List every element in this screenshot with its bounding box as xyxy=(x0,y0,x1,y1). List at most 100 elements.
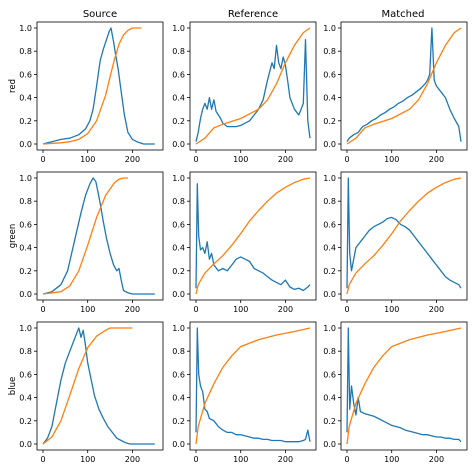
cdf-line xyxy=(195,27,311,145)
x-tick-label: 100 xyxy=(233,155,248,164)
cdf-line xyxy=(346,177,462,295)
y-tick-label: 0.6 xyxy=(172,220,185,229)
histogram-line xyxy=(195,183,311,292)
row-label-0: red xyxy=(8,79,18,93)
y-tick-label: 0.0 xyxy=(323,290,336,299)
axes-frame xyxy=(340,321,468,451)
cdf-line xyxy=(195,327,311,445)
axes-frame xyxy=(36,321,164,451)
y-tick-label: 0.0 xyxy=(172,140,185,149)
x-tick-label: 200 xyxy=(125,155,140,164)
x-tick-label: 0 xyxy=(344,155,349,164)
x-tick-label: 200 xyxy=(429,455,444,464)
col-title-2: Matched xyxy=(381,9,424,20)
x-tick-label: 200 xyxy=(429,305,444,314)
cdf-line xyxy=(346,27,462,145)
y-tick-label: 0.6 xyxy=(19,370,32,379)
y-tick-label: 0.0 xyxy=(19,140,32,149)
panel-red-matched: 0 100 200 0.0 0.2 0.4 0.6 0.8 1.0 xyxy=(323,21,468,164)
panels: 0 100 200 0.0 0.2 0.4 0.6 0.8 1.0 0 100 200 0.0 0.2 0.… xyxy=(19,21,468,464)
axes-frame xyxy=(189,321,317,451)
x-tick-label: 100 xyxy=(384,305,399,314)
y-tick-label: 0.4 xyxy=(19,394,32,403)
y-tick-label: 0.2 xyxy=(19,117,32,126)
x-tick-label: 100 xyxy=(80,155,95,164)
axes-frame xyxy=(189,21,317,151)
y-tick-label: 0.0 xyxy=(323,140,336,149)
y-tick-label: 0.8 xyxy=(172,197,185,206)
y-tick-label: 0.4 xyxy=(172,394,185,403)
x-tick-label: 0 xyxy=(193,455,198,464)
y-tick-label: 0.8 xyxy=(19,47,32,56)
y-tick-label: 1.0 xyxy=(19,324,32,333)
histogram-line xyxy=(42,327,155,445)
y-tick-label: 0.2 xyxy=(323,267,336,276)
x-tick-label: 200 xyxy=(429,155,444,164)
x-tick-label: 100 xyxy=(384,155,399,164)
y-tick-label: 0.8 xyxy=(19,197,32,206)
x-tick-label: 0 xyxy=(193,305,198,314)
cdf-line xyxy=(346,327,462,445)
x-tick-label: 200 xyxy=(125,305,140,314)
cdf-line xyxy=(42,27,142,145)
x-tick-label: 200 xyxy=(278,305,293,314)
col-title-1: Reference xyxy=(228,9,278,20)
y-tick-label: 1.0 xyxy=(19,24,32,33)
x-tick-label: 0 xyxy=(344,305,349,314)
y-tick-label: 0.6 xyxy=(172,70,185,79)
histogram-line xyxy=(42,27,155,145)
histogram-line xyxy=(346,327,462,443)
y-tick-label: 0.8 xyxy=(323,47,336,56)
y-tick-label: 0.0 xyxy=(172,440,185,449)
y-tick-label: 0.0 xyxy=(19,290,32,299)
y-tick-label: 0.6 xyxy=(323,370,336,379)
y-tick-label: 1.0 xyxy=(172,24,185,33)
histogram-line xyxy=(346,27,462,143)
panel-blue-reference: 0 100 200 0.0 0.2 0.4 0.6 0.8 1.0 xyxy=(172,321,317,464)
y-tick-label: 0.2 xyxy=(323,117,336,126)
x-tick-label: 100 xyxy=(233,455,248,464)
panel-green-source: 0 100 200 0.0 0.2 0.4 0.6 0.8 1.0 xyxy=(19,171,164,314)
y-tick-label: 1.0 xyxy=(323,174,336,183)
y-tick-label: 0.6 xyxy=(172,370,185,379)
y-tick-label: 0.8 xyxy=(19,347,32,356)
y-tick-label: 0.8 xyxy=(323,347,336,356)
axes-frame xyxy=(340,171,468,301)
panel-blue-source: 0 100 200 0.0 0.2 0.4 0.6 0.8 1.0 xyxy=(19,321,164,464)
x-tick-label: 0 xyxy=(193,155,198,164)
y-tick-label: 0.0 xyxy=(19,440,32,449)
y-tick-label: 0.4 xyxy=(172,244,185,253)
histogram-line xyxy=(195,327,311,443)
y-tick-label: 1.0 xyxy=(19,174,32,183)
y-tick-label: 0.4 xyxy=(19,94,32,103)
y-tick-label: 1.0 xyxy=(172,324,185,333)
col-title-0: Source xyxy=(83,9,117,20)
y-tick-label: 0.8 xyxy=(172,347,185,356)
y-tick-label: 0.2 xyxy=(172,267,185,276)
y-tick-label: 0.4 xyxy=(19,244,32,253)
x-tick-label: 0 xyxy=(40,455,45,464)
x-tick-label: 0 xyxy=(40,155,45,164)
row-label-1: green xyxy=(8,224,18,249)
x-tick-label: 200 xyxy=(278,155,293,164)
panel-blue-matched: 0 100 200 0.0 0.2 0.4 0.6 0.8 1.0 xyxy=(323,321,468,464)
y-tick-label: 0.4 xyxy=(323,244,336,253)
x-tick-label: 0 xyxy=(40,305,45,314)
y-tick-label: 0.4 xyxy=(172,94,185,103)
histogram-line xyxy=(195,38,311,142)
cdf-line xyxy=(195,177,311,295)
y-tick-label: 0.4 xyxy=(323,94,336,103)
y-tick-label: 0.6 xyxy=(19,220,32,229)
x-tick-label: 200 xyxy=(125,455,140,464)
axes-frame xyxy=(189,171,317,301)
cdf-line xyxy=(42,177,128,295)
x-tick-label: 100 xyxy=(384,455,399,464)
panel-red-source: 0 100 200 0.0 0.2 0.4 0.6 0.8 1.0 xyxy=(19,21,164,164)
y-tick-label: 0.4 xyxy=(323,394,336,403)
y-tick-label: 0.2 xyxy=(19,417,32,426)
axes-frame xyxy=(36,21,164,151)
y-tick-label: 0.2 xyxy=(172,417,185,426)
y-tick-label: 0.6 xyxy=(19,70,32,79)
x-tick-label: 0 xyxy=(344,455,349,464)
